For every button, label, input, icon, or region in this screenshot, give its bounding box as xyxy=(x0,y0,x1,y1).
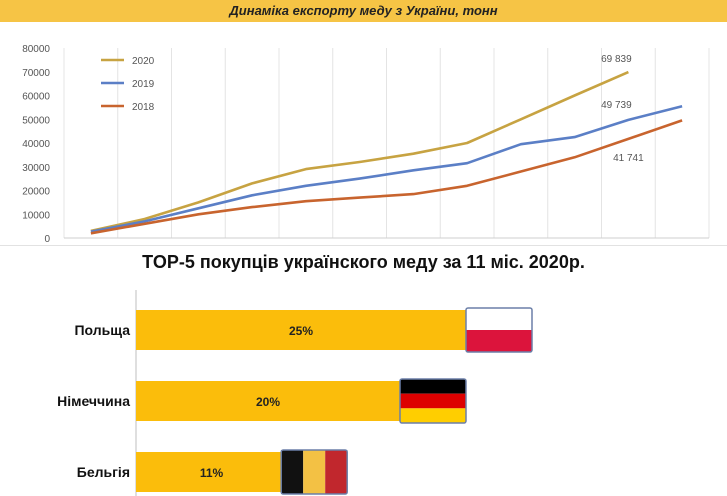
flag-stripe xyxy=(303,450,326,494)
category-label: Польща xyxy=(74,322,130,338)
flag-stripe xyxy=(281,450,304,494)
series-line-2020 xyxy=(90,70,629,233)
flag-border xyxy=(280,449,348,495)
y-tick-label: 0 xyxy=(44,234,50,244)
bar-chart: Польща 25% Німеччина 20% Бельгія 11% xyxy=(57,290,533,496)
legend-label: 2019 xyxy=(132,79,155,90)
poland-flag xyxy=(465,307,533,353)
flag-stripe xyxy=(400,408,466,423)
flag-stripe xyxy=(400,379,466,394)
flag-border xyxy=(465,307,533,353)
y-tick-label: 50000 xyxy=(22,115,50,126)
y-tick-label: 60000 xyxy=(22,92,50,103)
category-label: Німеччина xyxy=(57,393,130,409)
category-label: Бельгія xyxy=(77,464,130,480)
legend-label: 2018 xyxy=(132,102,155,113)
flag-stripe xyxy=(466,330,532,352)
series-line-2018 xyxy=(90,119,683,235)
y-tick-label: 20000 xyxy=(22,187,50,198)
value-label: 11% xyxy=(200,466,224,480)
y-tick-label: 70000 xyxy=(22,68,50,79)
series-line-2019 xyxy=(90,104,683,233)
data-label: 41 741 xyxy=(613,153,644,164)
line-chart-title: Динаміка експорту меду з України, тонн xyxy=(229,3,498,18)
flag-stripe xyxy=(466,308,532,330)
y-tick-label: 80000 xyxy=(22,44,50,55)
flag-stripe xyxy=(325,450,348,494)
line-chart: 0 10000 20000 30000 40000 50000 60000 70000 8000… xyxy=(22,44,710,244)
legend-label: 2020 xyxy=(132,56,155,67)
bar-1 xyxy=(136,381,400,421)
line-chart-panel: Динаміка експорту меду з України, тонн 0… xyxy=(0,0,727,246)
value-label: 20% xyxy=(256,395,280,409)
data-label: 69 839 xyxy=(601,54,632,65)
value-label: 25% xyxy=(289,324,313,338)
flag-stripe xyxy=(400,393,466,409)
bar-2 xyxy=(136,452,282,492)
y-tick-label: 40000 xyxy=(22,139,50,150)
line-chart-title-bar: Динаміка експорту меду з України, тонн xyxy=(0,0,727,22)
bar-chart-title: TOP-5 покупців українского меду за 11 мі… xyxy=(142,252,585,272)
data-label: 49 739 xyxy=(601,100,632,111)
flag-border xyxy=(399,378,467,424)
belgium-flag xyxy=(280,449,348,495)
y-tick-label: 10000 xyxy=(22,210,50,221)
y-tick-label: 30000 xyxy=(22,163,50,174)
germany-flag xyxy=(399,378,467,424)
bar-0 xyxy=(136,310,466,350)
